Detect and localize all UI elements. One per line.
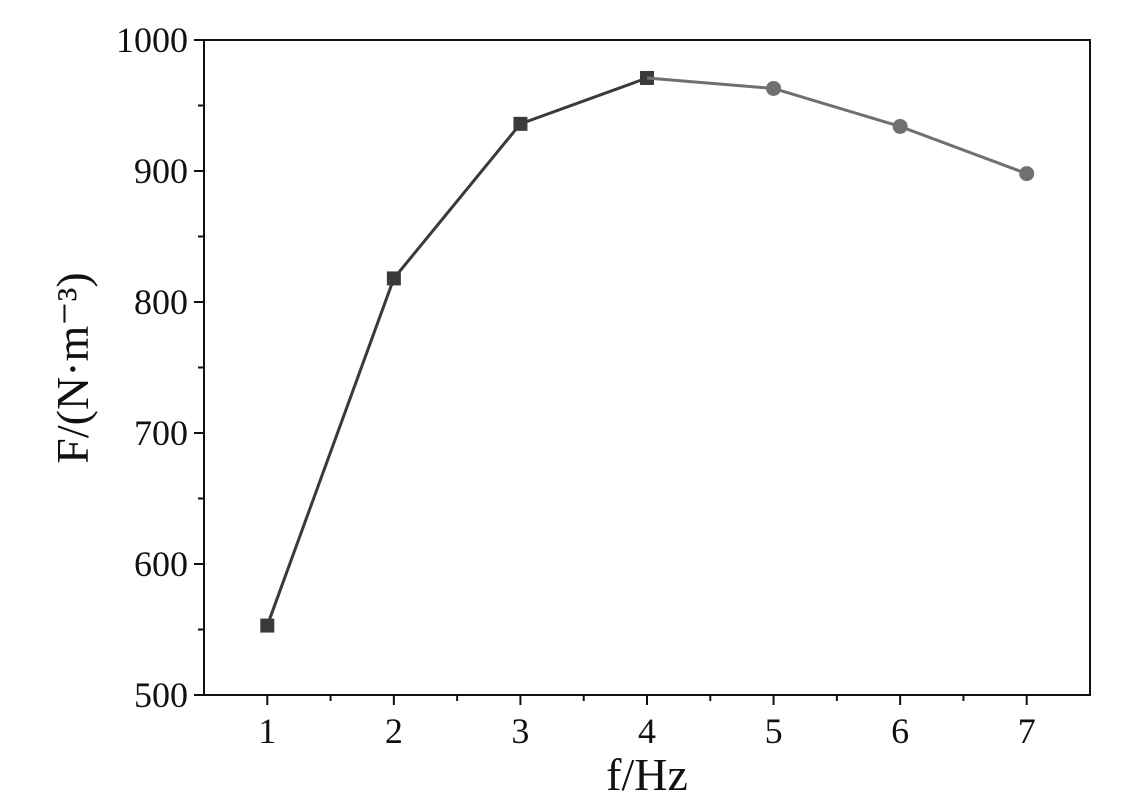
x-axis-label: f/Hz [606,749,688,800]
connector [646,76,774,90]
y-tick-label: 800 [134,282,188,322]
x-tick-label: 6 [891,711,909,751]
marker [766,80,782,96]
y-axis-label: F/(N·m⁻³) [47,272,98,463]
x-tick-label: 2 [385,711,403,751]
x-tick-label: 1 [258,711,276,751]
y-tick-label: 500 [134,675,188,715]
marker [892,118,908,134]
series-line [265,76,648,627]
marker [386,271,401,286]
x-tick-label: 7 [1018,711,1036,751]
y-tick-label: 600 [134,544,188,584]
marker [1019,166,1035,182]
x-tick-label: 3 [511,711,529,751]
marker [513,116,528,131]
marker [260,618,275,633]
y-tick-label: 1000 [116,20,188,60]
y-tick-label: 900 [134,151,188,191]
x-tick-label: 4 [638,711,656,751]
x-tick-label: 5 [765,711,783,751]
y-tick-label: 700 [134,413,188,453]
plot-frame [203,39,1091,696]
